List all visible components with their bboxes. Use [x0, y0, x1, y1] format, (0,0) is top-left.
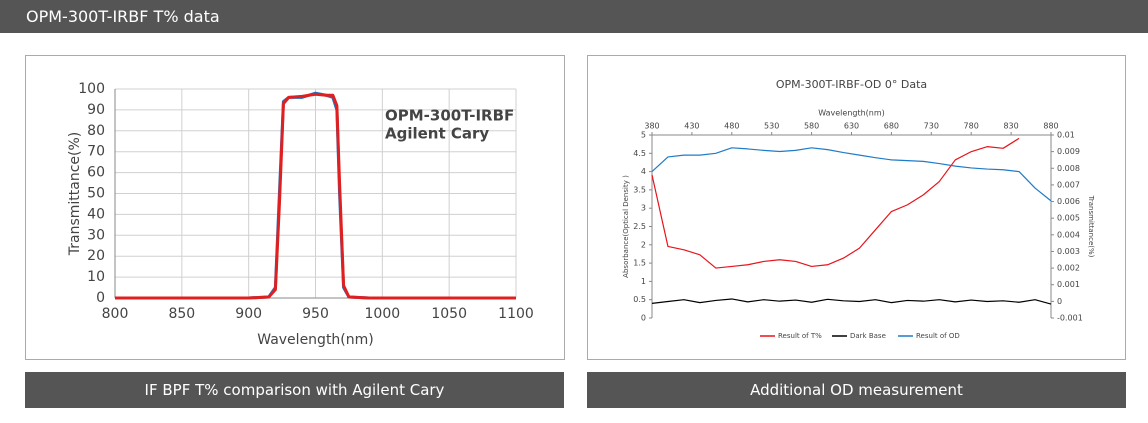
y-axis-label: Absorbance(Optical Density ) [622, 175, 630, 278]
y2-tick-label: -0.001 [1057, 314, 1083, 323]
x-tick-label: 780 [964, 122, 979, 131]
y-tick-label: 4.5 [633, 149, 646, 158]
x-tick-label: 430 [684, 122, 699, 131]
y-tick-label: 3.5 [633, 185, 646, 194]
y2-tick-label: 0.008 [1057, 164, 1080, 173]
x-tick-label: 880 [1043, 122, 1058, 131]
y-tick-label: 0 [641, 314, 646, 323]
x-tick-label: 1000 [365, 306, 401, 322]
legend-label: Agilent Cary [385, 125, 489, 143]
header-title: OPM-300T-IRBF T% data [0, 0, 1148, 33]
series-line [651, 298, 1052, 305]
y2-tick-label: 0.01 [1057, 131, 1075, 140]
y-tick-label: 10 [87, 269, 105, 285]
y-tick-label: 2 [641, 240, 646, 249]
x-tick-label: 950 [302, 306, 329, 322]
y2-tick-label: 0.009 [1057, 147, 1080, 156]
y2-tick-label: 0.007 [1057, 180, 1080, 189]
y-tick-label: 30 [87, 227, 105, 243]
legend-label: Result of OD [916, 332, 960, 340]
y-tick-label: 0 [96, 290, 105, 306]
y-tick-label: 60 [87, 165, 105, 181]
y-tick-label: 90 [87, 102, 105, 118]
chart-title: OPM-300T-IRBF-OD 0° Data [776, 78, 927, 91]
x-tick-label: 530 [764, 122, 779, 131]
y-tick-label: 70 [87, 144, 105, 160]
y2-tick-label: 0.001 [1057, 280, 1080, 289]
legend-label: Dark Base [850, 332, 886, 340]
y-tick-label: 100 [78, 81, 105, 97]
x-tick-label: 900 [235, 306, 262, 322]
x-tick-label: 850 [168, 306, 195, 322]
chart-panel [587, 55, 1126, 360]
x-axis-label: Wavelength(nm) [257, 332, 373, 348]
y-tick-label: 3 [641, 204, 646, 213]
series-line [651, 137, 1020, 269]
x-tick-label: 1050 [431, 306, 467, 322]
y2-tick-label: 0.002 [1057, 264, 1080, 273]
y-tick-label: 1 [641, 277, 646, 286]
x-tick-label: 480 [724, 122, 739, 131]
y-tick-label: 1.5 [633, 259, 646, 268]
y2-tick-label: 0.003 [1057, 247, 1080, 256]
y-tick-label: 5 [641, 131, 646, 140]
series-line [115, 92, 516, 300]
x-tick-label: 680 [884, 122, 899, 131]
x-tick-label: 800 [102, 306, 129, 322]
y-tick-label: 80 [87, 123, 105, 139]
y-axis-label: Transmittance(%) [67, 132, 83, 257]
x-tick-label: 1100 [498, 306, 534, 322]
y-tick-label: 4 [641, 167, 646, 176]
series-line [651, 147, 1052, 202]
x-tick-label: 380 [644, 122, 659, 131]
y2-tick-label: 0.004 [1057, 230, 1080, 239]
legend-label: OPM-300T-IRBF [385, 107, 514, 125]
x-tick-label: 630 [844, 122, 859, 131]
y-tick-label: 0.5 [633, 295, 646, 304]
legend-label: Result of T% [778, 332, 822, 340]
y2-tick-label: 0 [1057, 297, 1062, 306]
y2-axis-label: Transmittance(%) [1087, 195, 1095, 258]
y-tick-label: 20 [87, 248, 105, 264]
y2-tick-label: 0.005 [1057, 214, 1080, 223]
y2-tick-label: 0.006 [1057, 197, 1080, 206]
y-tick-label: 50 [87, 186, 105, 202]
x-tick-label: 730 [924, 122, 939, 131]
caption: IF BPF T% comparison with Agilent Cary [25, 372, 564, 408]
y-tick-label: 40 [87, 206, 105, 222]
y-tick-label: 2.5 [633, 222, 646, 231]
x-tick-label: 580 [804, 122, 819, 131]
x-tick-label: 830 [1003, 122, 1018, 131]
chart-panel [25, 55, 565, 360]
x-axis-label: Wavelength(nm) [818, 109, 885, 118]
caption: Additional OD measurement [587, 372, 1126, 408]
